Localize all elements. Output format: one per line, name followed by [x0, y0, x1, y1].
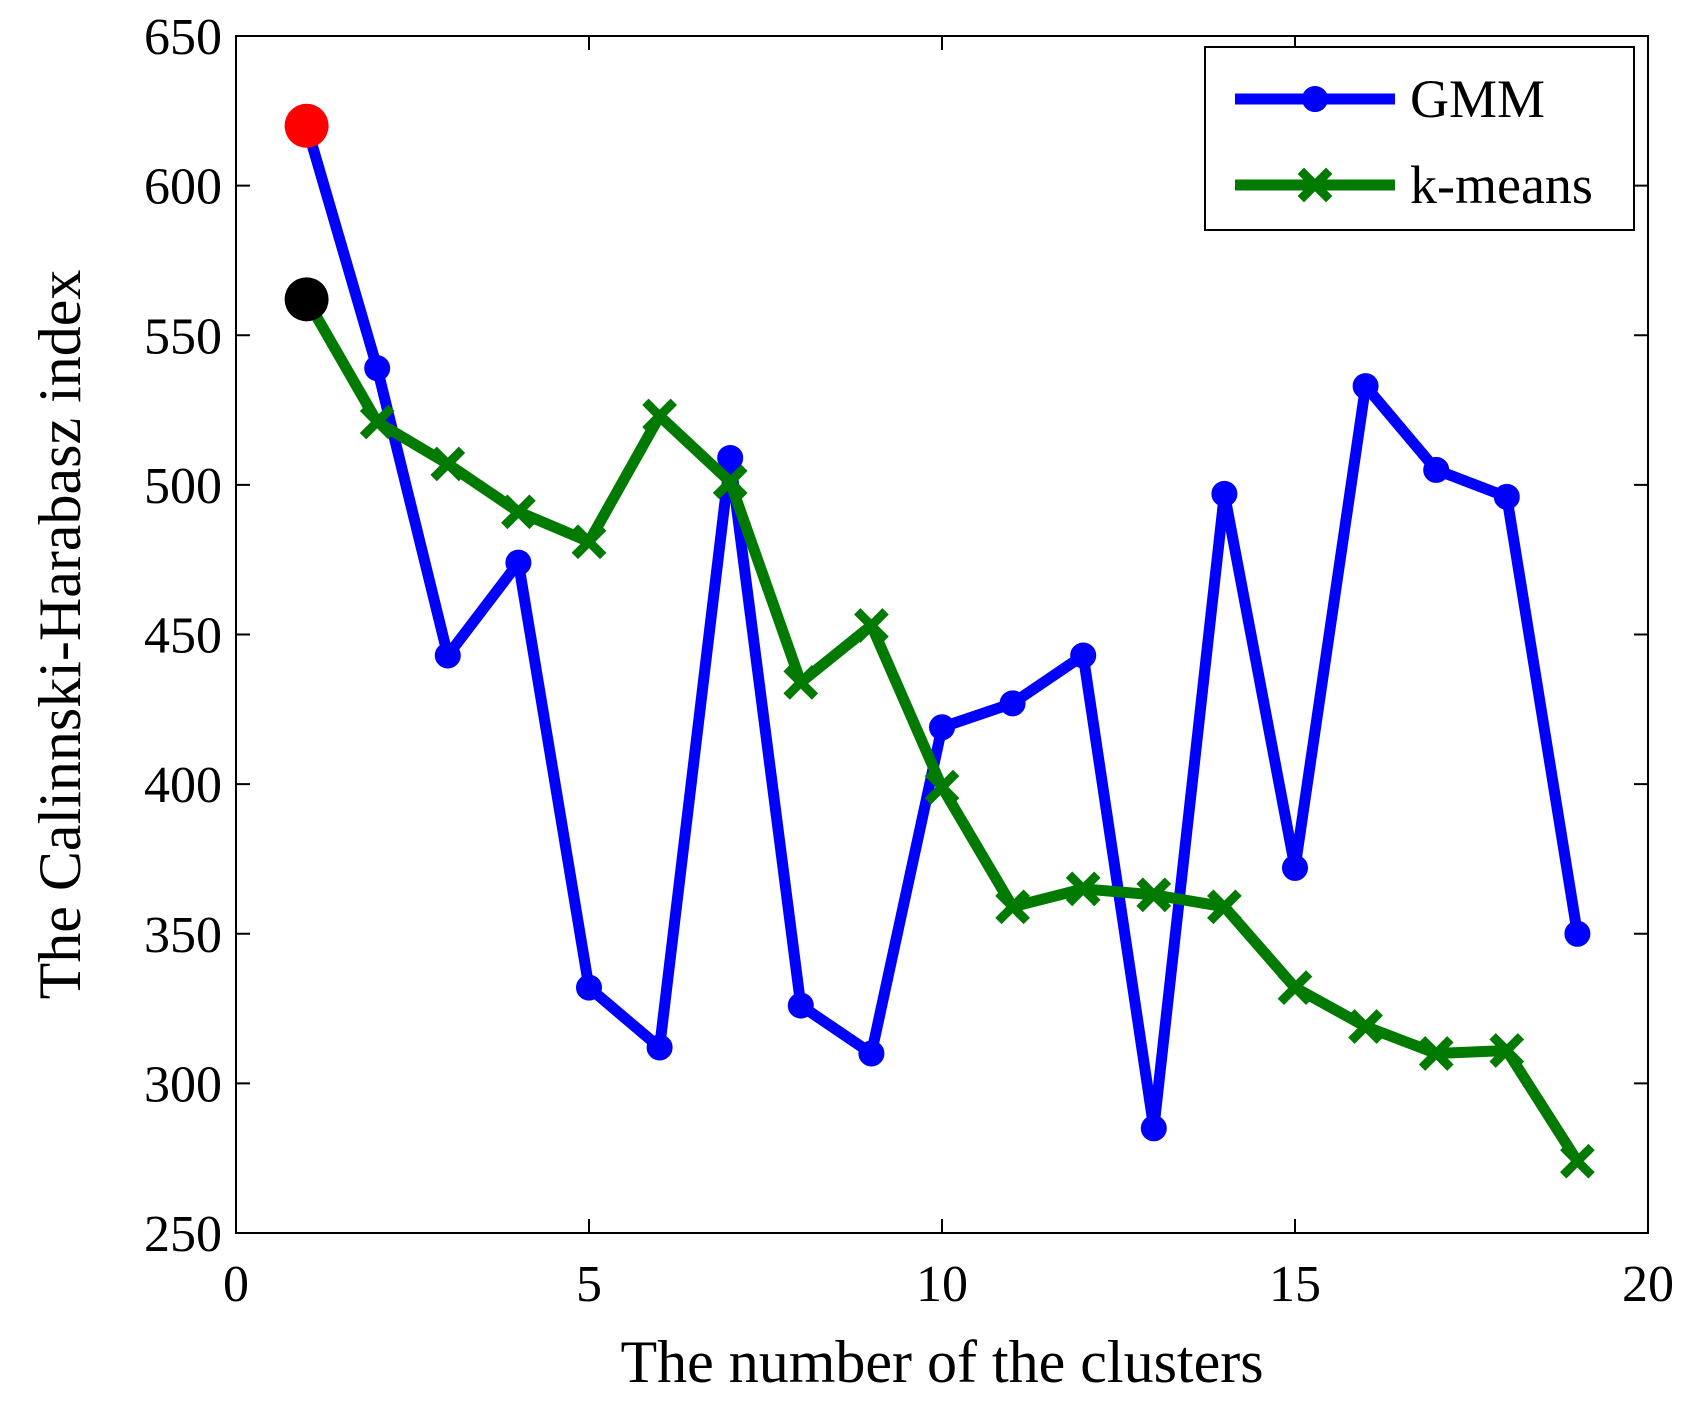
highlight-point — [284, 103, 329, 148]
legend-label: GMM — [1410, 69, 1545, 129]
data-point-kmeans — [642, 398, 677, 434]
data-point-kmeans — [1136, 877, 1172, 913]
data-point-kmeans — [783, 665, 819, 700]
data-point-gmm — [1423, 456, 1450, 483]
data-point-kmeans — [1277, 970, 1313, 1005]
data-point-gmm — [1493, 483, 1520, 510]
legend-marker — [1302, 86, 1328, 112]
x-tick-label: 5 — [576, 1256, 602, 1313]
data-point-gmm — [434, 642, 461, 669]
data-point-gmm — [787, 992, 814, 1019]
data-point-kmeans — [359, 404, 395, 440]
axes-layer: 0 5 10 15 20 250 300 350 400 450 500 550 600 650 — [144, 9, 1674, 1313]
data-point-kmeans — [430, 446, 466, 482]
data-point-kmeans — [1489, 1033, 1525, 1068]
data-point-kmeans — [1065, 871, 1101, 907]
y-tick-label: 550 — [144, 308, 222, 365]
data-point-kmeans — [1560, 1143, 1595, 1179]
legend: GMM k-means — [1204, 46, 1635, 231]
data-point-gmm — [1211, 480, 1238, 507]
x-tick-label: 15 — [1269, 1256, 1321, 1313]
data-point-gmm — [646, 1034, 673, 1061]
data-point-kmeans — [854, 608, 889, 643]
y-tick-label: 400 — [144, 757, 222, 814]
y-tick-label: 450 — [144, 608, 222, 665]
data-point-kmeans — [712, 464, 748, 500]
x-axis-label: The number of the clusters — [620, 1329, 1263, 1395]
data-point-kmeans — [1348, 1009, 1383, 1044]
data-point-kmeans — [924, 769, 960, 805]
legend-marker — [1297, 167, 1333, 203]
data-point-gmm — [1070, 642, 1097, 669]
data-point-gmm — [717, 444, 744, 471]
data-point-gmm — [1352, 373, 1379, 400]
data-point-gmm — [576, 974, 602, 1001]
x-tick-label: 10 — [916, 1256, 968, 1313]
y-tick-label: 250 — [144, 1206, 222, 1263]
data-point-gmm — [929, 714, 955, 741]
y-tick-label: 600 — [144, 159, 222, 216]
y-tick-label: 500 — [144, 458, 222, 515]
data-point-gmm — [1140, 1115, 1167, 1142]
y-axis-label: The Calinnski-Harabasz index — [27, 270, 93, 1000]
data-point-kmeans — [501, 494, 536, 530]
y-tick-label: 650 — [144, 9, 222, 66]
data-point-gmm — [858, 1040, 885, 1067]
data-point-kmeans — [1207, 889, 1242, 925]
data-point-kmeans — [1418, 1036, 1454, 1071]
data-point-gmm — [999, 690, 1026, 717]
y-tick-label: 350 — [144, 907, 222, 964]
legend-box — [1204, 46, 1635, 231]
data-point-gmm — [1564, 920, 1591, 947]
x-tick-label: 0 — [223, 1256, 249, 1313]
data-point-gmm — [1282, 854, 1308, 881]
data-point-kmeans — [571, 524, 607, 560]
y-tick-label: 300 — [144, 1056, 222, 1113]
data-point-gmm — [364, 355, 391, 382]
highlight-point — [284, 277, 329, 322]
data-point-gmm — [505, 549, 532, 576]
x-tick-label: 20 — [1622, 1256, 1674, 1313]
plot-layer — [284, 103, 1595, 1179]
data-point-kmeans — [995, 889, 1030, 925]
legend-label: k-means — [1410, 155, 1593, 215]
